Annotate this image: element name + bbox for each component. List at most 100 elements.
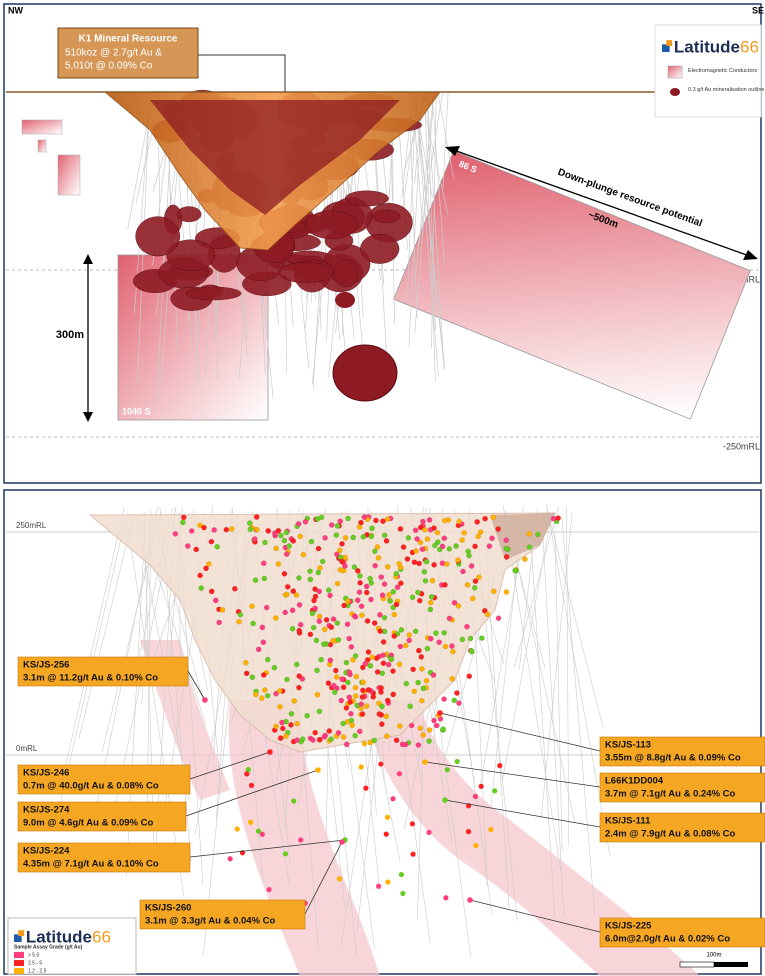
assay-sample <box>503 545 510 552</box>
assay-sample <box>363 703 370 709</box>
assay-sample <box>383 538 390 544</box>
callout-box <box>17 656 189 687</box>
assay-sample <box>214 543 220 550</box>
assay-sample <box>304 712 310 719</box>
assay-sample <box>444 767 450 773</box>
assay-sample <box>469 595 476 602</box>
assay-sample <box>482 515 488 522</box>
assay-sample <box>343 659 350 666</box>
legend-text: Electromagnetic Conductors <box>688 68 757 74</box>
assay-sample <box>286 543 292 549</box>
callout-result: 3.1m @ 3.3g/t Au & 0.04% Co <box>145 916 276 927</box>
assay-sample <box>400 890 406 897</box>
mineralisation <box>371 209 401 223</box>
assay-sample <box>495 526 501 532</box>
assay-sample <box>399 741 406 748</box>
assay-sample <box>335 636 342 643</box>
assay-sample <box>328 736 334 742</box>
assay-sample <box>391 633 398 639</box>
assay-sample <box>406 637 413 644</box>
assay-sample <box>354 597 361 604</box>
legend-label: 0.3 g/t Au mineralisation outline <box>688 87 764 93</box>
assay-sample <box>456 700 462 706</box>
assay-sample <box>415 679 421 686</box>
assay-sample <box>472 793 479 800</box>
arrow <box>447 147 756 259</box>
assay-sample <box>319 558 326 565</box>
assay-sample <box>364 618 371 624</box>
assay-sample <box>436 639 442 646</box>
assay-sample <box>355 568 361 574</box>
assay-sample <box>346 694 353 701</box>
assay-sample <box>237 611 244 618</box>
callout-leader <box>424 761 601 788</box>
assay-sample <box>249 603 255 609</box>
scale-label: 100m <box>706 953 721 959</box>
assay-sample <box>380 652 386 658</box>
assay-sample <box>356 589 363 595</box>
assay-sample <box>300 551 307 558</box>
pit-shell <box>88 512 556 753</box>
assay-sample <box>358 519 364 526</box>
assay-sample <box>332 667 339 674</box>
logo-mark <box>662 44 670 52</box>
assay-sample <box>410 851 416 857</box>
assay-sample <box>472 578 479 584</box>
mineralisation <box>335 292 355 308</box>
assay-sample <box>379 721 385 727</box>
assay-sample <box>322 732 329 739</box>
drill-hole <box>502 505 562 872</box>
assay-sample <box>295 521 302 527</box>
assay-sample <box>208 538 215 545</box>
assay-sample <box>362 660 369 667</box>
assay-sample <box>446 615 453 622</box>
assay-sample <box>380 518 386 524</box>
assay-sample <box>361 514 368 520</box>
assay-sample <box>526 544 533 550</box>
assay-sample <box>288 711 295 717</box>
assay-sample <box>284 583 291 590</box>
assay-sample <box>435 539 441 545</box>
assay-sample <box>417 524 424 531</box>
assay-sample <box>442 581 448 588</box>
assay-sample <box>384 697 391 704</box>
assay-sample <box>412 628 419 635</box>
assay-sample <box>219 607 226 613</box>
assay-sample <box>443 895 449 901</box>
assay-sample <box>341 602 347 609</box>
assay-sample <box>363 785 369 791</box>
resource-line: 510koz @ 2.7g/t Au & <box>65 48 162 59</box>
assay-sample <box>193 546 200 553</box>
mineralisation <box>185 286 242 301</box>
mineralisation <box>360 233 400 264</box>
assay-sample <box>296 684 302 691</box>
assay-sample <box>288 722 294 728</box>
assay-sample <box>334 580 341 587</box>
assay-sample <box>375 883 382 889</box>
assay-sample <box>278 532 284 539</box>
assay-sample <box>497 763 503 769</box>
assay-sample <box>474 519 481 525</box>
assay-sample <box>289 625 296 632</box>
assay-sample <box>320 641 327 647</box>
assay-sample <box>409 594 416 601</box>
assay-sample <box>284 676 290 683</box>
assay-sample <box>321 626 328 633</box>
assay-sample <box>405 535 412 541</box>
assay-sample <box>396 661 403 668</box>
assay-sample <box>293 592 300 598</box>
assay-sample <box>276 688 283 694</box>
assay-sample <box>450 648 456 655</box>
assay-sample <box>461 530 468 536</box>
legend-title: Sample Assay Grade (g/t Au) <box>14 944 83 950</box>
assay-sample <box>372 548 378 555</box>
assay-sample <box>339 540 345 547</box>
assay-sample <box>345 515 351 522</box>
assay-sample <box>360 664 366 671</box>
drill-hole <box>566 507 570 846</box>
assay-sample <box>416 560 422 567</box>
assay-sample <box>283 733 289 739</box>
callout-box <box>17 842 191 873</box>
